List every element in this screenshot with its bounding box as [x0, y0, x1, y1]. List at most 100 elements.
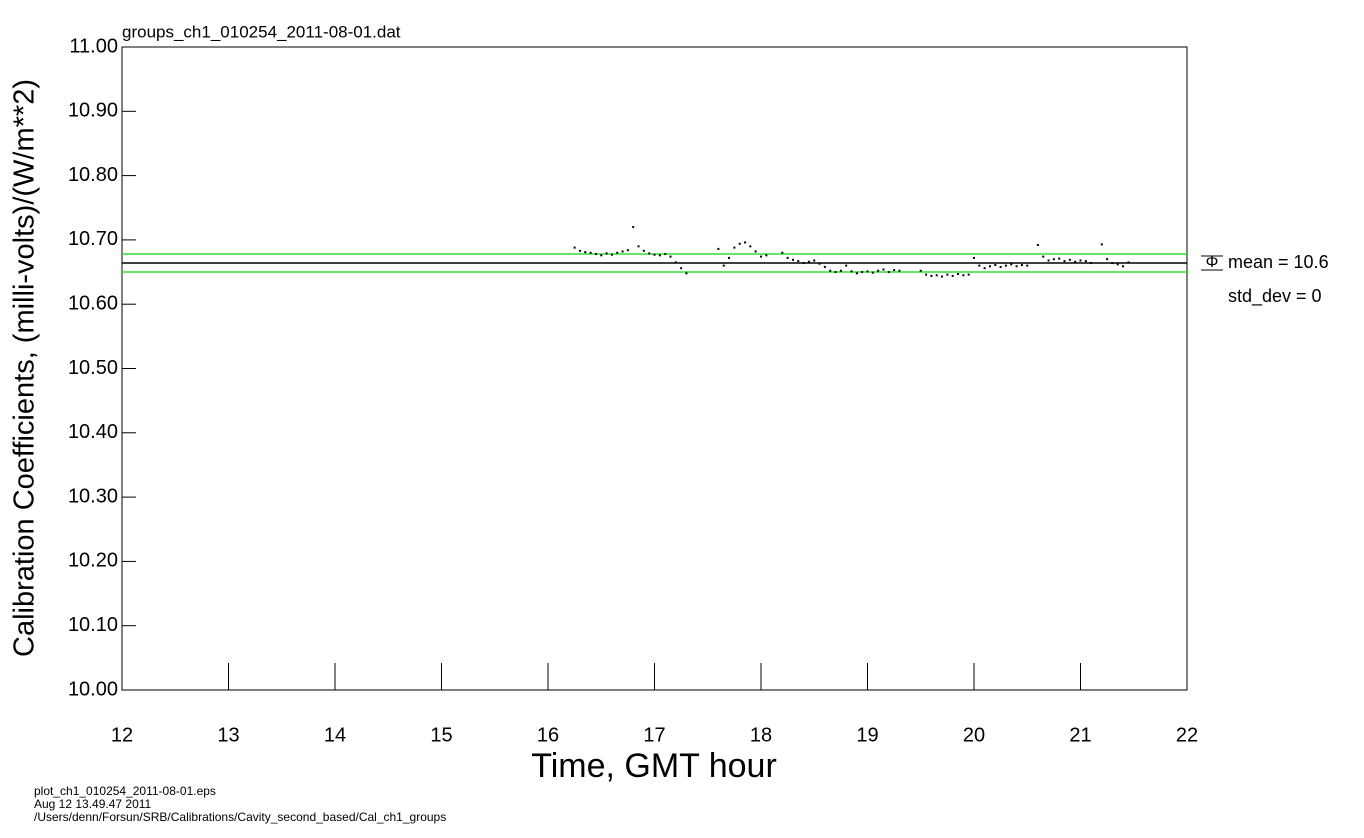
- data-point: [1058, 257, 1061, 260]
- data-point: [1079, 259, 1082, 262]
- x-tick-label: 22: [1176, 724, 1198, 746]
- y-tick-label: 10.70: [68, 228, 118, 250]
- data-point: [584, 251, 587, 254]
- data-point: [594, 253, 597, 256]
- data-point: [839, 269, 842, 272]
- data-point: [653, 253, 656, 256]
- data-point: [760, 255, 762, 258]
- data-point: [1100, 243, 1103, 246]
- y-axis-label: Calibration Coefficients, (milli-volts)/…: [9, 79, 41, 657]
- chart-title: groups_ch1_010254_2011-08-01.dat: [122, 22, 401, 41]
- data-point: [919, 269, 922, 272]
- y-tick-label: 10.50: [68, 357, 118, 379]
- x-axis-label: Time, GMT hour: [531, 747, 777, 785]
- data-point: [573, 246, 576, 249]
- data-point: [610, 253, 613, 256]
- data-point: [967, 273, 970, 276]
- data-point: [733, 246, 736, 249]
- x-tick-label: 17: [643, 724, 665, 746]
- data-point: [781, 251, 784, 254]
- data-point: [1090, 262, 1093, 265]
- data-point: [1084, 260, 1087, 263]
- data-point: [791, 258, 794, 261]
- data-point: [1063, 260, 1066, 263]
- data-point: [722, 264, 725, 267]
- footer-line: plot_ch1_010254_2011-08-01.eps: [34, 784, 216, 798]
- x-tick-label: 18: [750, 724, 772, 746]
- data-point: [621, 250, 624, 253]
- svg-text:Φ: Φ: [1206, 254, 1219, 271]
- data-point: [632, 226, 635, 229]
- data-point: [941, 275, 944, 278]
- legend-std: std_dev = 0: [1228, 286, 1322, 307]
- y-tick-label: 10.80: [68, 164, 118, 186]
- data-point: [999, 265, 1002, 268]
- data-point: [818, 262, 821, 265]
- data-point: [983, 267, 986, 270]
- data-point: [754, 250, 757, 253]
- data-point: [1042, 255, 1045, 258]
- data-point: [605, 252, 608, 255]
- data-point: [877, 269, 880, 272]
- data-point: [744, 241, 747, 244]
- data-point: [973, 256, 975, 259]
- legend-mean: mean = 10.6: [1228, 252, 1329, 272]
- data-point: [626, 249, 629, 252]
- data-point: [1047, 259, 1050, 262]
- data-point: [786, 256, 789, 259]
- data-point: [855, 272, 858, 275]
- data-point: [664, 253, 667, 256]
- data-point: [829, 269, 832, 272]
- y-tick-label: 10.30: [68, 485, 118, 507]
- x-tick-label: 12: [111, 724, 133, 746]
- x-tick-label: 15: [430, 724, 452, 746]
- data-point: [978, 264, 981, 267]
- data-point: [882, 268, 885, 271]
- data-point: [797, 260, 800, 263]
- data-point: [765, 254, 768, 257]
- data-point: [648, 252, 651, 255]
- x-tick-label: 13: [217, 724, 239, 746]
- y-tick-label: 10.10: [68, 614, 118, 636]
- data-point: [823, 265, 826, 268]
- data-point: [802, 262, 805, 265]
- data-point: [962, 274, 965, 277]
- data-point: [1074, 260, 1077, 263]
- data-point: [658, 254, 661, 257]
- data-point: [685, 272, 688, 275]
- data-point: [1015, 265, 1018, 268]
- data-point: [717, 247, 720, 250]
- data-point: [935, 274, 938, 277]
- data-point: [887, 271, 890, 274]
- data-point: [1122, 265, 1125, 268]
- data-point: [925, 273, 928, 276]
- y-tick-label: 11.00: [69, 35, 118, 57]
- x-tick-label: 20: [963, 724, 985, 746]
- data-point: [1127, 261, 1130, 264]
- footer-line: Aug 12 13.49.47 2011: [34, 797, 152, 811]
- data-point: [988, 265, 991, 268]
- data-point: [1111, 262, 1114, 265]
- data-point: [589, 251, 592, 254]
- footer-line: /Users/denn/Forsun/SRB/Calibrations/Cavi…: [34, 810, 446, 824]
- y-tick-label: 10.60: [68, 292, 118, 314]
- data-point: [957, 272, 960, 275]
- data-point: [994, 263, 997, 266]
- data-point: [1026, 264, 1029, 267]
- data-point: [861, 271, 864, 274]
- data-point: [1004, 264, 1007, 267]
- data-point: [578, 249, 581, 252]
- data-point: [616, 251, 619, 254]
- data-point: [642, 249, 645, 252]
- data-point: [600, 254, 603, 257]
- data-point: [1036, 244, 1039, 247]
- data-point: [749, 245, 752, 248]
- y-tick-label: 10.20: [68, 550, 118, 572]
- data-point: [1020, 263, 1023, 266]
- legend-symbol: Φ: [1201, 254, 1223, 271]
- data-point: [680, 267, 683, 270]
- data-point: [1106, 258, 1109, 261]
- y-tick-label: 10.90: [68, 100, 118, 122]
